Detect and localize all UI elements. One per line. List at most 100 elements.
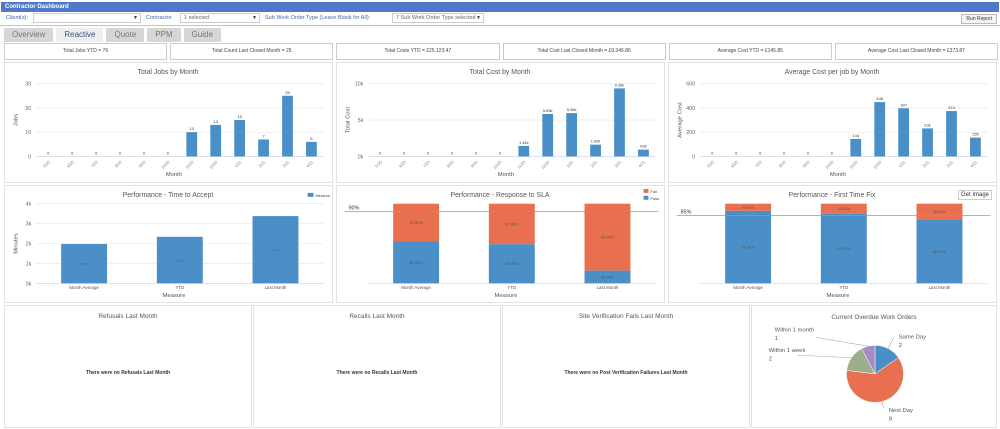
data-label: 6 — [310, 136, 313, 141]
tab-reactive[interactable]: Reactive — [56, 28, 104, 42]
pie-slice — [861, 345, 876, 374]
x-tick-label: 5/20 — [42, 159, 52, 169]
subtype-select[interactable]: 7 Sub Work Order Type selected ▼ — [392, 13, 484, 23]
y-tick-label: 20 — [25, 106, 31, 112]
y-axis-title: Jobs — [14, 114, 20, 126]
panel-recalls: Recalls Last Month There were no Recalls… — [253, 305, 501, 428]
x-axis-title: Month — [830, 172, 846, 178]
target-label: 90% — [349, 206, 360, 212]
bar — [638, 149, 649, 157]
x-tick-label: 11/20 — [516, 159, 527, 170]
y-tick-label: 0k — [358, 154, 364, 160]
data-label: 1.44k — [519, 140, 529, 145]
data-label: 0 — [807, 150, 810, 155]
pie-connector — [888, 337, 894, 349]
data-label: 15 — [237, 114, 242, 119]
x-tick-label: 1/21 — [897, 160, 906, 169]
x-tick-label: 7/20 — [90, 159, 100, 169]
target-label: 85% — [681, 210, 692, 216]
y-tick-label: 0 — [28, 154, 31, 160]
chart-overdue-svg: Current Overdue Work Orders Same Day 2 Next… — [769, 314, 926, 423]
data-label: 0 — [735, 150, 738, 155]
pie-label: Within 1 month — [775, 328, 814, 334]
x-tick-label: 6/20 — [398, 159, 408, 169]
tab-guide[interactable]: Guide — [183, 28, 221, 42]
data-label: 9.00% — [743, 205, 755, 210]
legend-swatch-pass — [643, 195, 649, 200]
data-label: 155 — [972, 132, 979, 137]
x-tick-label: YTD — [507, 285, 516, 290]
pie-slice — [846, 357, 904, 403]
x-tick-label: Month Average — [69, 285, 99, 290]
bar-segment-pass — [488, 244, 535, 284]
x-tick-label: 2/21 — [589, 160, 598, 169]
x-tick-label: 6/20 — [730, 159, 740, 169]
bar — [282, 95, 293, 157]
data-label: 52.50% — [409, 260, 423, 265]
data-label: 0 — [711, 150, 714, 155]
x-tick-label: 11/20 — [848, 159, 859, 170]
kpi-count-last-month: Total Count Last Closed Month = 25 — [170, 43, 334, 60]
bar — [306, 141, 317, 157]
x-tick-label: YTD — [175, 285, 184, 290]
client-select[interactable]: ▼ — [33, 13, 141, 23]
y-axis-title: Average Cost — [678, 102, 684, 138]
y-tick-label: 600 — [686, 82, 695, 88]
client-label: Client(s): — [6, 15, 29, 21]
chart-title: Performance - Time to Accept — [123, 192, 214, 199]
subtype-select-value: 7 Sub Work Order Type selected — [396, 15, 476, 21]
y-tick-label: 10 — [25, 130, 31, 136]
data-label: 0 — [71, 150, 74, 155]
data-label: 0 — [95, 150, 98, 155]
data-label: 1.62k — [591, 139, 601, 144]
data-label: 0 — [427, 150, 430, 155]
chart-average-cost-svg: Average Cost per job by Month Month Averag… — [678, 69, 988, 178]
panel-refusals: Refusals Last Month There were no Refusa… — [4, 305, 252, 428]
bar — [518, 145, 530, 157]
data-label: 0 — [475, 150, 478, 155]
x-tick-label: 12/20 — [872, 159, 883, 170]
x-tick-label: 8/20 — [114, 159, 124, 169]
data-label: 144 — [853, 133, 860, 138]
chart-title: Current Overdue Work Orders — [831, 314, 916, 321]
chart-average-cost: Average Cost per job by Month Month Averag… — [668, 62, 997, 183]
bar-segment-fail — [488, 203, 535, 245]
x-axis-title: Measure — [826, 293, 849, 299]
legend-label: Pass — [650, 196, 659, 201]
bar-segment-pass — [916, 219, 963, 284]
legend-label: Measure — [315, 194, 329, 198]
run-report-button[interactable]: Run Report — [961, 14, 997, 24]
bar — [252, 216, 299, 284]
bar — [614, 88, 625, 157]
tab-overview[interactable]: Overview — [4, 28, 54, 42]
x-axis-title: Month — [166, 172, 182, 178]
bar — [970, 137, 981, 157]
bar — [258, 139, 269, 157]
get-image-button[interactable]: Get Image — [957, 190, 992, 200]
chart-total-jobs: Total Jobs by Month Month Jobs 0 10 20 30 5/20 0… — [4, 62, 333, 183]
data-label: 0 — [403, 150, 406, 155]
tab-bar: Overview Reactive Quote PPM Guide — [4, 28, 221, 42]
contractor-select[interactable]: 1 selected ▼ — [180, 13, 260, 23]
x-tick-label: 3/21 — [945, 160, 954, 169]
bar — [210, 124, 222, 157]
panel-title: Recalls Last Month — [349, 313, 405, 320]
chart-overdue-work-orders: Current Overdue Work Orders Same Day 2 Next… — [751, 305, 997, 428]
y-tick-label: 0k — [26, 281, 32, 287]
data-label: 1974 — [80, 262, 90, 267]
bar-segment-pass — [393, 241, 440, 284]
data-label: 397 — [900, 102, 907, 107]
tab-ppm[interactable]: PPM — [147, 28, 181, 42]
dropdown-arrow-icon: ▼ — [476, 15, 481, 21]
panel-title: Site Verification Fails Last Month — [578, 313, 674, 320]
empty-message: There were no Post Verification Failures… — [564, 370, 688, 376]
data-label: 0 — [167, 150, 170, 155]
tab-quote[interactable]: Quote — [106, 28, 145, 42]
data-label: 448 — [876, 96, 883, 101]
x-tick-label: 7/20 — [422, 159, 432, 169]
x-tick-label: 10/20 — [824, 159, 835, 170]
x-tick-label: 4/21 — [637, 160, 646, 169]
pie-connector — [797, 354, 852, 358]
y-tick-label: 3k — [26, 222, 32, 228]
bar — [186, 132, 198, 157]
